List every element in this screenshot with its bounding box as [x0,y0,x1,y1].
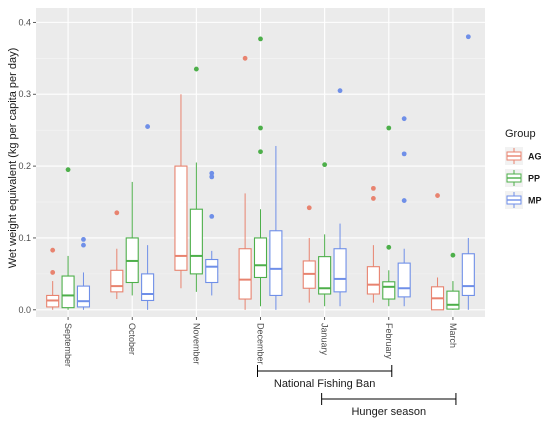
plot-area [36,8,485,317]
iqr-box [366,266,380,295]
iqr-box [446,290,460,310]
box-PP-october [125,181,139,296]
box-MP-september [76,236,91,310]
outlier-point [242,55,248,61]
box-AG-march [430,193,445,311]
annotation-label: National Fishing Ban [274,378,376,390]
outlier-point [401,198,407,203]
box-AG-october [110,210,124,300]
legend: Group AG PP MP [505,128,542,209]
x-tick-label: January [320,323,330,356]
y-tick-label: 0.4 [18,17,31,27]
outlier-point [145,124,151,129]
legend-key-PP [505,169,523,187]
iqr-box [76,285,91,308]
box-MP-december [269,145,283,310]
iqr-box [110,269,124,293]
y-tick-label: 0.1 [18,233,31,243]
outlier-point [258,149,263,155]
iqr-box [269,230,283,296]
legend-title: Group [505,128,536,140]
outlier-point [209,170,215,176]
box-PP-december [253,36,268,307]
box-MP-january [333,88,347,307]
outlier-point [435,193,440,198]
x-tick-label: March [448,323,458,348]
iqr-box [461,253,475,296]
outlier-point [193,66,199,72]
box-PP-march [446,252,460,310]
box-AG-december [238,55,252,310]
bracket-national-fishing-ban [257,365,393,377]
outlier-point [322,162,328,168]
iqr-box [318,256,332,295]
box-AG-september [46,247,60,310]
outlier-point [258,36,263,42]
outlier-point [81,236,86,242]
axes: 0.0 0.1 0.2 0.3 0.4 September October November D… [18,17,457,367]
iqr-box [205,258,219,284]
y-tick-label: 0.0 [18,305,31,315]
box-MP-february [397,116,411,307]
box-MP-march [461,34,475,310]
outlier-point [370,185,376,191]
iqr-box [174,165,188,271]
y-tick-label: 0.2 [18,161,31,171]
outlier-point [114,210,120,216]
legend-label-MP: MP [528,196,542,206]
x-tick-label: November [191,323,201,365]
iqr-box [253,237,268,279]
outlier-point [50,270,56,275]
iqr-box [189,208,203,275]
outlier-point [50,247,56,253]
y-tick-label: 0.3 [18,89,31,99]
outlier-point [386,244,392,250]
iqr-box [141,273,155,302]
box-AG-february [366,185,380,303]
iqr-box [382,281,396,300]
outlier-point [306,205,312,211]
legend-label-PP: PP [528,174,540,184]
outlier-point [370,196,376,201]
outlier-point [386,125,392,131]
outlier-point [209,213,215,219]
box-PP-november [189,66,203,292]
iqr-box [397,262,411,298]
box-MP-november [205,170,219,296]
legend-key-AG [505,147,523,165]
annotation-label: Hunger season [351,406,426,418]
x-tick-label: February [384,323,394,360]
iqr-box [333,248,347,293]
box-PP-february [382,125,396,307]
legend-label-AG: AG [528,152,542,162]
outlier-point [65,167,71,173]
iqr-box [61,275,75,309]
bracket-hunger-season [321,393,457,405]
box-PP-january [318,162,332,307]
outlier-point [401,151,407,157]
x-tick-label: December [256,323,266,365]
outlier-point [450,252,456,258]
period-annotations: National Fishing Ban Hunger season [257,365,457,418]
box-MP-october [141,124,155,310]
outlier-point [401,116,407,122]
outlier-point [337,88,343,94]
outlier-point [81,242,86,248]
x-tick-label: October [127,323,137,355]
outlier-point [465,34,471,40]
y-axis-label: Wet weight equivalent (kg per capita per… [7,48,19,269]
legend-key-MP [505,191,523,209]
outlier-point [209,174,215,180]
x-tick-label: September [63,323,73,367]
outlier-point [258,125,263,131]
box-PP-september [61,167,75,310]
box-AG-november [174,94,188,289]
iqr-box [238,248,252,300]
box-AG-january [302,205,316,303]
